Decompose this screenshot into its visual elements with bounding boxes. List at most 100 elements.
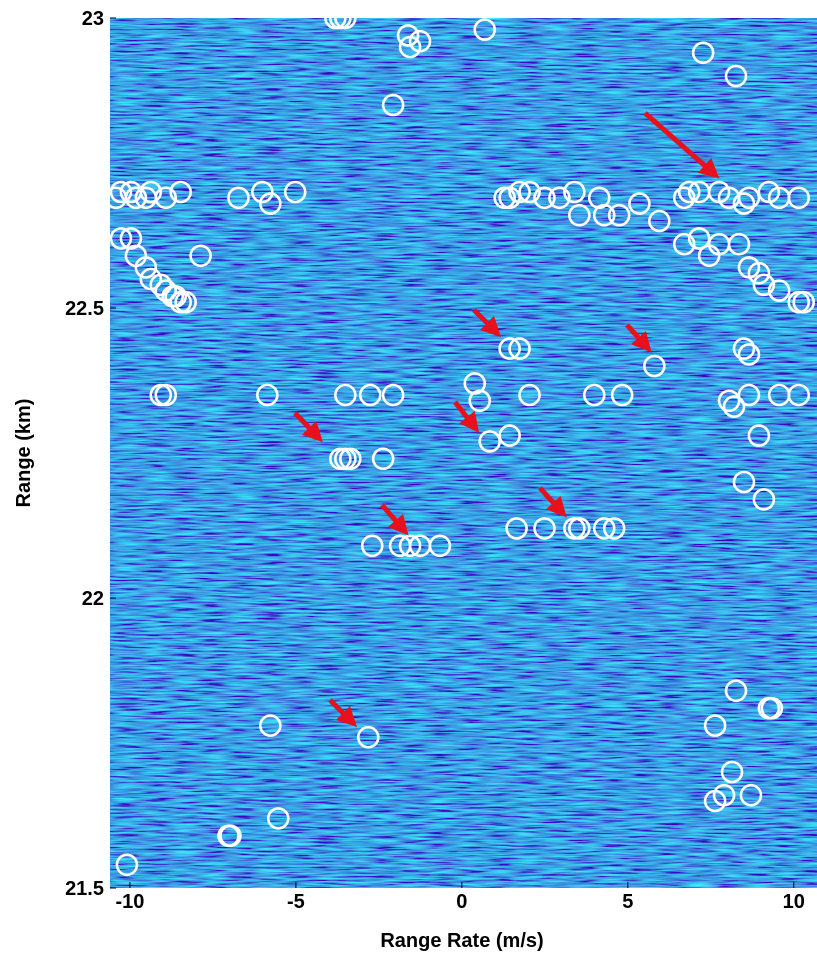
detection-circle: [381, 383, 405, 407]
x-tick-label: 0: [456, 891, 467, 913]
detection-circle: [717, 389, 741, 413]
detection-circle: [139, 180, 163, 204]
detection-circle: [548, 186, 571, 210]
detection-circle: [792, 290, 816, 314]
detection-circle: [732, 470, 756, 494]
plot-area: [110, 18, 817, 888]
detection-circle: [508, 337, 531, 360]
detection-circle: [724, 64, 748, 88]
detection-circle: [334, 6, 357, 30]
detection-circle: [648, 209, 671, 233]
detection-circle: [219, 824, 242, 848]
detection-circle: [371, 447, 395, 471]
detection-circle: [428, 534, 452, 558]
detection-circle: [498, 424, 521, 447]
y-tick-label: 23: [82, 8, 104, 30]
detection-circle: [259, 192, 282, 215]
y-axis-label: Range (km): [13, 399, 35, 508]
detection-circle: [747, 424, 771, 447]
noise-texture: [110, 18, 817, 888]
detection-circle: [727, 232, 751, 256]
detection-circle: [767, 279, 791, 302]
detection-circle: [259, 714, 282, 737]
x-tick-label: -5: [287, 891, 305, 913]
detection-circle: [334, 383, 357, 407]
annotation-arrows: [293, 111, 720, 728]
detection-circle: [189, 244, 212, 268]
detection-circle: [672, 232, 696, 256]
arrow: [538, 486, 567, 518]
detection-circle: [760, 696, 784, 720]
x-tick-label: 5: [622, 891, 633, 913]
arrow: [328, 698, 358, 728]
detection-circle: [518, 383, 541, 407]
detection-circle: [360, 534, 384, 558]
detection-circle: [473, 18, 497, 41]
detection-circle: [737, 383, 761, 407]
detection-circle: [505, 517, 528, 540]
detections: [104, 6, 816, 877]
detection-circle: [722, 395, 746, 418]
detection-circle: [154, 186, 178, 210]
detection-circle: [712, 783, 736, 807]
detection-circle: [687, 227, 711, 250]
detection-circle: [508, 180, 531, 204]
detection-circle: [737, 186, 761, 210]
detection-circle: [691, 41, 715, 65]
detection-circle: [396, 24, 420, 47]
detection-circle: [134, 256, 158, 279]
detection-circle: [607, 203, 631, 227]
detection-circle: [724, 679, 748, 703]
detection-circle: [592, 517, 616, 540]
detection-circle: [610, 383, 634, 407]
detection-circle: [169, 180, 192, 204]
detection-circle: [109, 180, 133, 204]
detection-circle: [381, 93, 405, 117]
detection-circle: [498, 337, 521, 360]
detection-circle: [568, 517, 591, 540]
detection-circle: [283, 180, 307, 204]
detection-circle: [677, 180, 701, 204]
y-tick-label: 21.5: [65, 878, 104, 900]
detection-circle: [672, 186, 696, 210]
detection-circle: [149, 273, 173, 297]
x-axis-label: Range Rate (m/s): [380, 930, 543, 952]
detection-circle: [737, 343, 761, 366]
detection-circle: [563, 180, 586, 204]
detection-circle: [398, 35, 422, 59]
y-tick-label: 22.5: [65, 298, 104, 320]
arrow: [380, 503, 409, 536]
detection-circle: [115, 853, 139, 877]
detection-circle: [251, 180, 274, 204]
detection-circle: [339, 447, 362, 471]
detection-circle: [592, 203, 616, 227]
y-tick-label: 22: [82, 588, 104, 610]
x-tick-label: 10: [783, 891, 805, 913]
detection-circle: [154, 383, 178, 407]
detection-circle: [356, 725, 380, 749]
detection-circle: [732, 337, 756, 360]
detection-circle: [628, 192, 651, 215]
detection-circle: [478, 430, 502, 453]
arrow: [453, 400, 480, 433]
detection-circle: [109, 227, 133, 250]
detection-circle: [703, 714, 727, 737]
x-tick-label: -10: [115, 891, 144, 913]
detection-circle: [732, 192, 756, 215]
detection-circle: [787, 383, 811, 407]
detection-circle: [256, 383, 279, 407]
detection-circle: [227, 186, 250, 210]
detection-circle: [398, 534, 422, 558]
detection-circle: [752, 488, 776, 511]
detection-circle: [643, 354, 666, 378]
arrow: [293, 411, 323, 443]
arrow: [643, 111, 720, 179]
detection-circle: [582, 383, 606, 407]
detection-circle: [752, 273, 776, 297]
detection-circle: [468, 389, 492, 413]
detection-circle: [747, 261, 771, 285]
detection-circle: [358, 383, 382, 407]
detection-circle: [518, 180, 541, 204]
